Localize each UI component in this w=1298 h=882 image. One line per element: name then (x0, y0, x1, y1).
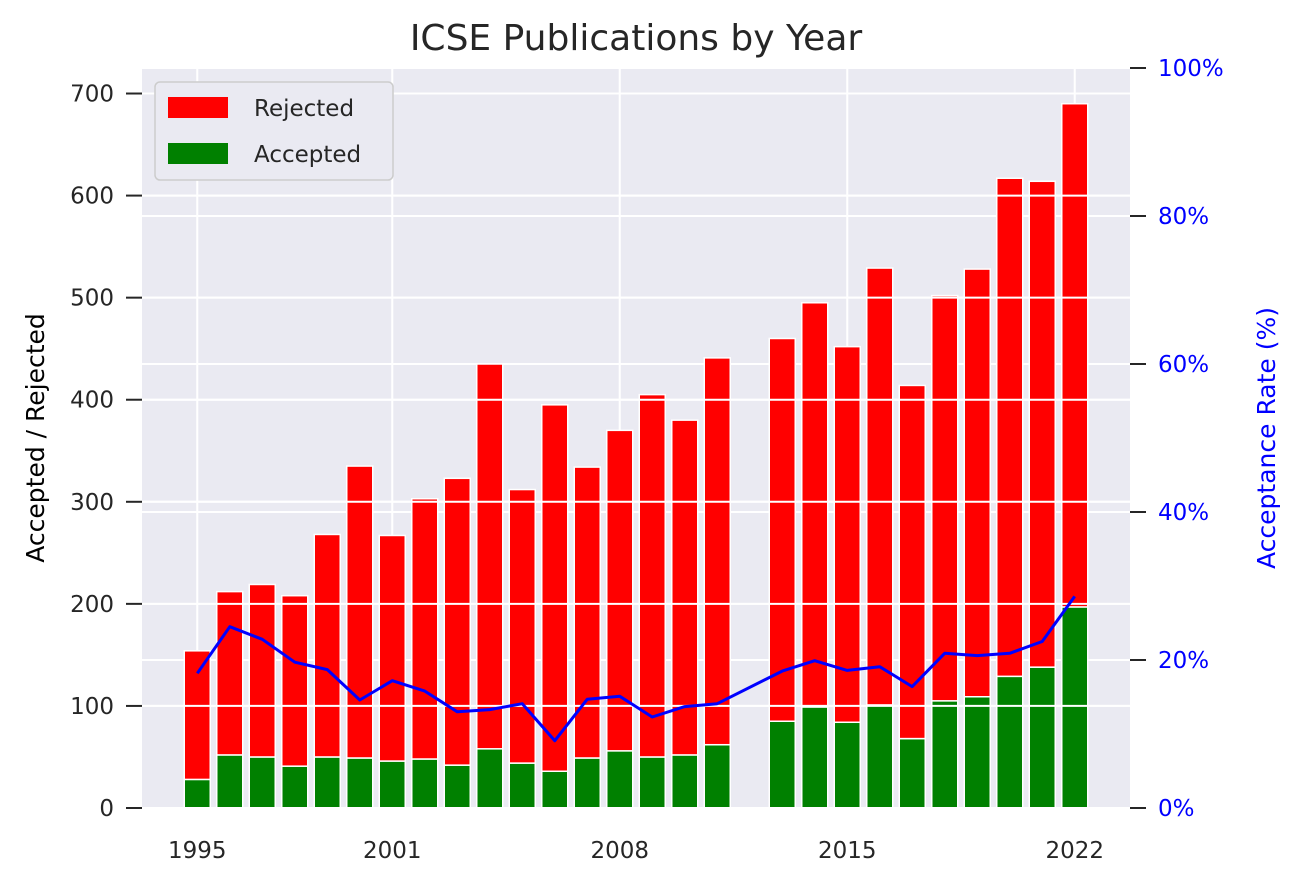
bar-accepted-2015 (833, 721, 861, 809)
left-tick-label-400: 400 (70, 388, 114, 414)
x-tick-label-2008: 2008 (590, 838, 649, 864)
bar-accepted-2002 (411, 758, 439, 809)
chart-title: ICSE Publications by Year (410, 18, 863, 59)
x-tick-label-2001: 2001 (363, 838, 422, 864)
bar-rejected-2015 (833, 345, 861, 724)
x-tick-label-1995: 1995 (168, 838, 227, 864)
bar-rejected-2005 (508, 488, 536, 764)
bar-rejected-2019 (963, 268, 991, 698)
bar-accepted-2017 (898, 737, 926, 809)
legend: Rejected Accepted (154, 81, 394, 181)
bar-accepted-2014 (801, 706, 829, 809)
bar-rejected-1998 (281, 594, 309, 767)
legend-label-accepted: Accepted (254, 142, 361, 168)
right-tick-label-100: 100% (1158, 56, 1224, 82)
right-tick-label-20: 20% (1158, 648, 1209, 674)
left-tick-label-600: 600 (70, 184, 114, 210)
bar-rejected-2016 (866, 267, 894, 706)
y-axis-label: Accepted / Rejected (21, 313, 50, 563)
bar-rejected-2007 (573, 466, 601, 759)
bar-rejected-1997 (248, 583, 276, 758)
bar-accepted-1997 (248, 756, 276, 809)
bar-accepted-2019 (963, 695, 991, 809)
bar-rejected-1999 (313, 533, 341, 758)
bar-accepted-2004 (476, 748, 504, 809)
bar-rejected-2002 (411, 497, 439, 760)
bar-rejected-2020 (996, 177, 1024, 678)
bar-rejected-1996 (216, 590, 244, 756)
bar-accepted-1996 (216, 754, 244, 809)
left-tick-label-0: 0 (99, 796, 114, 822)
y2-axis-label: Acceptance Rate (%) (1252, 307, 1281, 569)
left-tick-label-200: 200 (70, 592, 114, 618)
right-axis: 0% 20% 40% 60% 80% 100% (1130, 56, 1224, 822)
bar-accepted-2003 (443, 764, 471, 809)
left-tick-label-300: 300 (70, 490, 114, 516)
bar-accepted-1999 (313, 756, 341, 809)
right-tick-label-80: 80% (1158, 204, 1209, 230)
bar-rejected-2013 (768, 337, 796, 722)
bar-accepted-2021 (1028, 666, 1056, 809)
right-tick-label-40: 40% (1158, 500, 1209, 526)
legend-label-rejected: Rejected (254, 96, 354, 122)
bar-rejected-2011 (703, 357, 731, 746)
x-axis: 1995 2001 2008 2015 2022 (168, 838, 1104, 864)
bar-accepted-2013 (768, 720, 796, 809)
bar-rejected-2014 (801, 302, 829, 708)
right-tick-label-0: 0% (1158, 796, 1195, 822)
left-axis: 0 100 200 300 400 500 600 700 (70, 82, 142, 822)
x-tick-label-2022: 2022 (1045, 838, 1104, 864)
bar-accepted-2006 (541, 770, 569, 809)
bar-accepted-2020 (996, 675, 1024, 809)
bar-rejected-2004 (476, 363, 504, 750)
bar-accepted-1998 (281, 765, 309, 809)
bar-accepted-2011 (703, 743, 731, 809)
bar-rejected-2021 (1028, 180, 1056, 668)
legend-swatch-accepted (168, 143, 228, 164)
right-tick-label-60: 60% (1158, 352, 1209, 378)
x-tick-label-2015: 2015 (818, 838, 877, 864)
bar-accepted-2022 (1061, 606, 1089, 809)
bar-rejected-1995 (183, 650, 211, 781)
left-tick-label-500: 500 (70, 286, 114, 312)
bar-accepted-2001 (378, 760, 406, 809)
bar-rejected-2006 (541, 404, 569, 773)
bar-accepted-2000 (346, 757, 374, 809)
left-tick-label-100: 100 (70, 694, 114, 720)
bar-rejected-2000 (346, 465, 374, 759)
bar-rejected-2003 (443, 477, 471, 766)
bar-accepted-1995 (183, 778, 211, 809)
bar-accepted-2018 (931, 700, 959, 809)
bar-accepted-2005 (508, 762, 536, 809)
bar-accepted-2007 (573, 757, 601, 809)
left-tick-label-700: 700 (70, 82, 114, 108)
bar-rejected-2022 (1061, 102, 1089, 608)
acceptance-rate-line-group (196, 595, 1076, 743)
bar-rejected-2001 (378, 534, 406, 762)
legend-swatch-rejected (168, 97, 228, 118)
bar-accepted-2009 (638, 756, 666, 809)
bar-rejected-2018 (931, 294, 959, 702)
acceptance-rate-line (196, 595, 1076, 743)
bar-accepted-2010 (671, 754, 699, 809)
bar-rejected-2010 (671, 419, 699, 756)
bar-accepted-2008 (606, 750, 634, 809)
bar-accepted-2016 (866, 704, 894, 809)
bar-rejected-2009 (638, 393, 666, 758)
